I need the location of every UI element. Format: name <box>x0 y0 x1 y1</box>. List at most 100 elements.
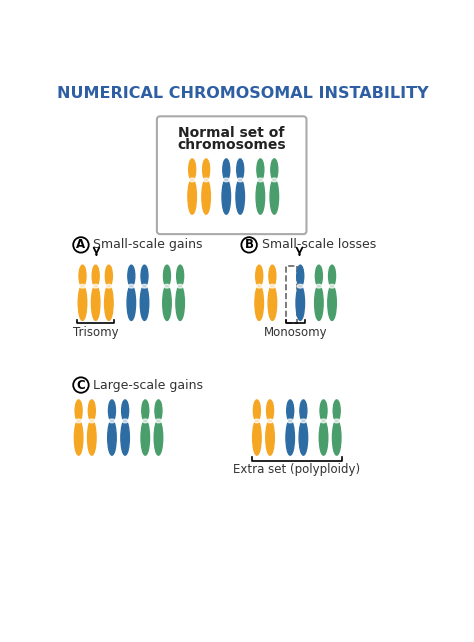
Ellipse shape <box>266 420 274 455</box>
Ellipse shape <box>203 178 209 182</box>
Ellipse shape <box>91 285 100 320</box>
Text: chromosomes: chromosomes <box>177 138 286 152</box>
Ellipse shape <box>315 265 322 287</box>
Text: Large-scale gains: Large-scale gains <box>93 379 203 392</box>
Ellipse shape <box>141 284 147 288</box>
Ellipse shape <box>122 419 128 423</box>
Ellipse shape <box>79 284 86 288</box>
Ellipse shape <box>142 400 149 421</box>
Ellipse shape <box>105 265 112 287</box>
Ellipse shape <box>297 265 304 287</box>
Ellipse shape <box>237 159 244 180</box>
Ellipse shape <box>122 400 128 421</box>
Ellipse shape <box>316 284 322 288</box>
Ellipse shape <box>269 284 275 288</box>
Ellipse shape <box>254 419 260 423</box>
Ellipse shape <box>223 159 230 180</box>
Circle shape <box>241 237 257 252</box>
Ellipse shape <box>267 419 273 423</box>
Ellipse shape <box>109 419 115 423</box>
Ellipse shape <box>142 419 148 423</box>
Bar <box>286 266 297 323</box>
Ellipse shape <box>270 179 279 214</box>
Ellipse shape <box>328 285 337 320</box>
Ellipse shape <box>79 265 86 287</box>
Ellipse shape <box>257 159 264 180</box>
FancyBboxPatch shape <box>157 116 307 234</box>
Ellipse shape <box>287 419 293 423</box>
Ellipse shape <box>75 400 82 421</box>
Ellipse shape <box>189 178 195 182</box>
Ellipse shape <box>253 420 261 455</box>
Ellipse shape <box>287 400 294 421</box>
Ellipse shape <box>155 400 162 421</box>
Ellipse shape <box>266 400 273 421</box>
Ellipse shape <box>254 400 260 421</box>
Ellipse shape <box>268 285 277 320</box>
Ellipse shape <box>286 420 294 455</box>
Ellipse shape <box>164 265 171 287</box>
Ellipse shape <box>257 178 264 182</box>
Ellipse shape <box>106 284 112 288</box>
Text: B: B <box>245 238 254 252</box>
Ellipse shape <box>328 265 336 287</box>
Ellipse shape <box>236 179 245 214</box>
Text: Extra set (polyploidy): Extra set (polyploidy) <box>233 463 360 476</box>
Ellipse shape <box>92 284 99 288</box>
Ellipse shape <box>75 419 82 423</box>
Ellipse shape <box>164 284 170 288</box>
Text: Small-scale gains: Small-scale gains <box>93 238 203 252</box>
Ellipse shape <box>74 420 83 455</box>
Ellipse shape <box>177 265 183 287</box>
Ellipse shape <box>128 284 135 288</box>
Ellipse shape <box>88 400 95 421</box>
Text: A: A <box>76 238 85 252</box>
Text: Monosomy: Monosomy <box>264 325 327 339</box>
Ellipse shape <box>315 285 323 320</box>
Ellipse shape <box>271 159 278 180</box>
Ellipse shape <box>189 159 196 180</box>
Ellipse shape <box>256 179 264 214</box>
Ellipse shape <box>222 179 230 214</box>
Ellipse shape <box>296 285 304 320</box>
Text: Trisomy: Trisomy <box>73 325 118 339</box>
Ellipse shape <box>334 419 340 423</box>
Ellipse shape <box>89 419 95 423</box>
Ellipse shape <box>155 419 162 423</box>
Text: NUMERICAL CHROMOSOMAL INSTABILITY: NUMERICAL CHROMOSOMAL INSTABILITY <box>57 87 429 101</box>
Circle shape <box>73 377 89 393</box>
Ellipse shape <box>329 284 335 288</box>
Ellipse shape <box>92 265 99 287</box>
Ellipse shape <box>140 285 149 320</box>
Circle shape <box>73 237 89 252</box>
Ellipse shape <box>163 285 171 320</box>
Ellipse shape <box>154 420 163 455</box>
Ellipse shape <box>202 159 210 180</box>
Ellipse shape <box>299 420 308 455</box>
Ellipse shape <box>256 284 262 288</box>
Ellipse shape <box>271 178 277 182</box>
Ellipse shape <box>121 420 129 455</box>
Ellipse shape <box>255 265 263 287</box>
Ellipse shape <box>319 420 328 455</box>
Ellipse shape <box>333 400 340 421</box>
Text: Small-scale losses: Small-scale losses <box>262 238 376 252</box>
Ellipse shape <box>297 284 303 288</box>
Ellipse shape <box>105 285 113 320</box>
Ellipse shape <box>255 285 264 320</box>
Ellipse shape <box>188 179 196 214</box>
Ellipse shape <box>269 265 276 287</box>
Ellipse shape <box>300 400 307 421</box>
Ellipse shape <box>109 400 116 421</box>
Ellipse shape <box>300 419 307 423</box>
Ellipse shape <box>78 285 87 320</box>
Ellipse shape <box>223 178 229 182</box>
Ellipse shape <box>141 420 149 455</box>
Text: C: C <box>77 379 85 392</box>
Ellipse shape <box>128 265 135 287</box>
Ellipse shape <box>202 179 210 214</box>
Ellipse shape <box>176 285 184 320</box>
Ellipse shape <box>320 419 327 423</box>
Ellipse shape <box>237 178 243 182</box>
Text: Normal set of: Normal set of <box>179 126 285 140</box>
